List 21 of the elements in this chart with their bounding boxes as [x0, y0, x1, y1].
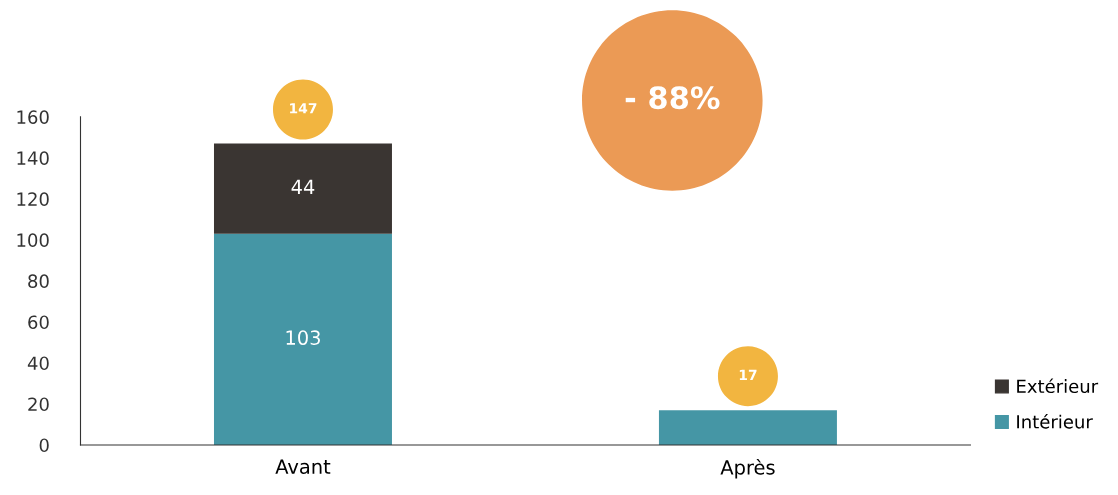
x-tick-label: Avant: [275, 459, 331, 474]
x-tick-label: Après: [720, 458, 775, 479]
bar: [213, 143, 392, 234]
y-tick-label: 60: [28, 315, 49, 330]
data-label: 44: [291, 179, 315, 194]
y-tick-label: 80: [28, 274, 49, 289]
total-label: 17: [739, 369, 757, 380]
bar: [213, 233, 392, 445]
y-tick-label: 100: [17, 233, 49, 248]
y-tick-label: 0: [39, 438, 49, 453]
y-tick-label: 20: [28, 397, 49, 412]
legend-label: Extérieur: [1017, 378, 1099, 394]
total-label: 147: [290, 103, 317, 114]
data-label: 103: [286, 330, 320, 346]
bar: [658, 410, 837, 445]
legend-label: Intérieur: [1017, 413, 1093, 429]
y-tick-label: 140: [17, 151, 49, 165]
text: - 88%: [625, 86, 720, 110]
y-tick-label: 120: [17, 192, 49, 206]
y-tick-label: 160: [17, 110, 49, 124]
y-tick-label: 40: [27, 356, 49, 371]
